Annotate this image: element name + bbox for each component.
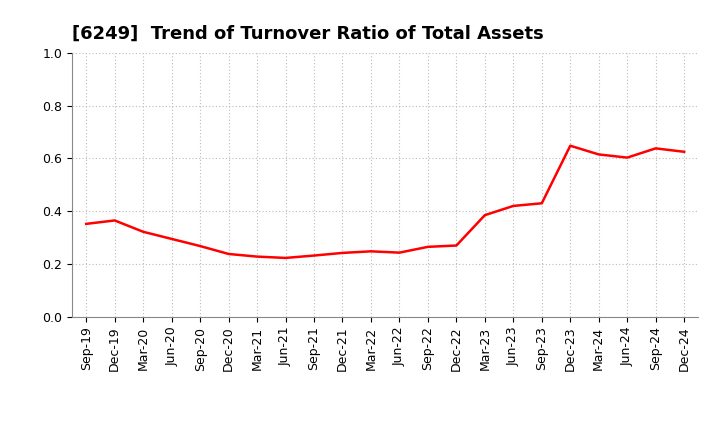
Text: [6249]  Trend of Turnover Ratio of Total Assets: [6249] Trend of Turnover Ratio of Total … <box>72 25 544 43</box>
